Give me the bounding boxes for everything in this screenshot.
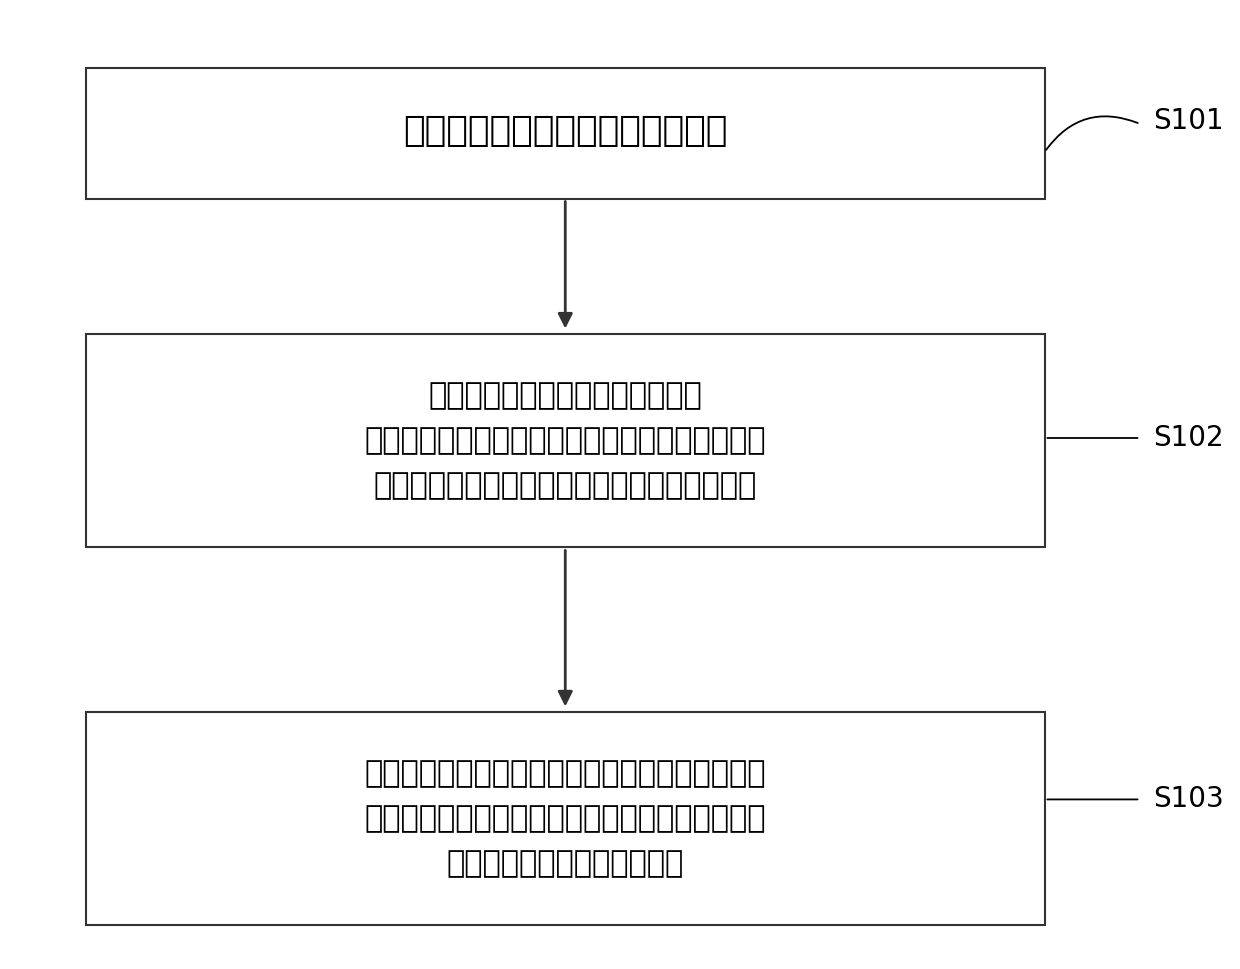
Text: 建立半波长输电线路分布参数模型: 建立半波长输电线路分布参数模型 xyxy=(403,113,728,148)
Text: S101: S101 xyxy=(1153,108,1224,135)
Text: S103: S103 xyxy=(1153,786,1224,813)
Text: 根据稳态电压最大值和最小值在半波长输电线路上
分别对应的位置距离半波长输电线路末端的距离确
定稳态电压最大值和最小值。: 根据稳态电压最大值和最小值在半波长输电线路上 分别对应的位置距离半波长输电线路末… xyxy=(365,759,766,879)
Bar xyxy=(86,334,1044,547)
Text: S102: S102 xyxy=(1153,424,1224,452)
Bar xyxy=(86,712,1044,925)
Bar xyxy=(86,68,1044,199)
Text: 根据半波长输电线路分布参数模型
确定稳态电压最大值和最小值在半波长输电线路上
分别对应的位置距离半波长输电线路末端的距离: 根据半波长输电线路分布参数模型 确定稳态电压最大值和最小值在半波长输电线路上 分… xyxy=(365,381,766,501)
